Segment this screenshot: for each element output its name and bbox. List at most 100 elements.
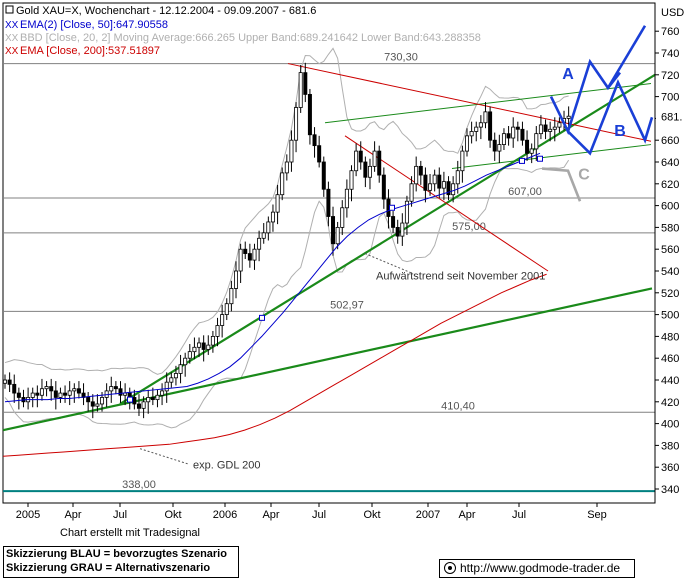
candle-body-65 xyxy=(303,72,308,95)
y-tick-label-420: 420 xyxy=(661,397,679,409)
y-tick-label-520: 520 xyxy=(661,288,679,300)
candle-body-117 xyxy=(543,124,548,132)
plot-area xyxy=(2,2,656,504)
ema-200-line xyxy=(2,273,547,457)
candle-body-29 xyxy=(136,403,141,409)
candle-body-76 xyxy=(354,150,359,172)
candle-body-35 xyxy=(164,381,169,392)
candle-body-115 xyxy=(534,133,539,150)
legend-mark-2: XX xyxy=(5,46,19,57)
chart-title: Gold XAU=X, Wochenchart - 12.12.2004 - 0… xyxy=(16,5,316,17)
candle-body-118 xyxy=(548,128,553,132)
candle-body-74 xyxy=(344,188,349,209)
candle-body-52 xyxy=(243,248,248,254)
source-url[interactable]: http://www.godmode-trader.de xyxy=(439,559,635,578)
candle-body-25 xyxy=(118,388,123,396)
y-tick-label-440: 440 xyxy=(661,375,679,387)
candle-body-113 xyxy=(525,139,530,154)
candle-body-46 xyxy=(215,325,220,337)
channel-lower xyxy=(451,144,652,170)
y-tick-label-660: 660 xyxy=(661,135,679,147)
candle-body-47 xyxy=(220,314,225,326)
channel-upper xyxy=(324,83,652,124)
candle-body-93 xyxy=(432,174,437,185)
candle-body-99 xyxy=(460,150,465,172)
candle-body-77 xyxy=(358,150,363,163)
y-tick-label-640: 640 xyxy=(661,157,679,169)
candle-body-79 xyxy=(367,165,372,178)
candle-body-37 xyxy=(173,373,178,379)
candle-body-64 xyxy=(298,72,303,108)
level-label-5: 338,00 xyxy=(122,479,156,491)
candle-body-58 xyxy=(270,211,275,223)
annotation-uptrend: Aufwärtstrend seit November 2001 xyxy=(376,271,545,283)
candle-body-36 xyxy=(169,377,174,383)
candle-body-3 xyxy=(16,392,21,398)
candle-body-119 xyxy=(552,126,557,130)
y-tick-label-360: 360 xyxy=(661,462,679,474)
candle-body-106 xyxy=(492,139,497,152)
candle-body-9 xyxy=(44,386,49,390)
candle-body-43 xyxy=(201,342,206,350)
annotation-leader-2 xyxy=(139,448,189,465)
candle-body-96 xyxy=(446,181,451,196)
ema-marker-2 xyxy=(519,157,525,164)
candle-body-49 xyxy=(229,288,234,305)
candle-body-54 xyxy=(252,248,257,261)
scenario-legend: Skizzierung BLAU = bevorzugtes Szenario … xyxy=(3,546,239,578)
candle-body-108 xyxy=(501,133,506,145)
x-axis: 2005 Apr Jul Okt 2006 Apr Jul Okt 2007 Apr Jul Sep xyxy=(16,503,607,521)
logo-icon xyxy=(444,562,456,574)
candle-body-122 xyxy=(566,115,571,119)
x-tick-label-2: Jul xyxy=(113,509,127,521)
candle-body-110 xyxy=(511,126,516,139)
ema-50-line xyxy=(4,152,541,403)
candle-body-18 xyxy=(86,397,91,403)
y-tick-label-760: 760 xyxy=(661,26,679,38)
candle-body-87 xyxy=(404,200,409,224)
level-label-2: 575,00 xyxy=(452,221,486,233)
candle-body-103 xyxy=(478,122,483,128)
y-tick-label-540: 540 xyxy=(661,266,679,278)
x-tick-label-4: 2006 xyxy=(213,509,237,521)
candle-body-109 xyxy=(506,133,511,139)
candle-body-62 xyxy=(289,139,294,163)
candle-body-72 xyxy=(335,226,340,245)
candle-body-98 xyxy=(455,170,460,185)
title-icon xyxy=(5,5,14,14)
candle-body-90 xyxy=(418,165,423,176)
candle-body-12 xyxy=(58,392,63,398)
candle-body-57 xyxy=(266,221,271,234)
weekly-candles xyxy=(3,62,571,419)
candle-body-19 xyxy=(90,401,95,407)
candle-body-88 xyxy=(409,183,414,202)
candle-body-14 xyxy=(67,390,72,396)
candle-body-102 xyxy=(474,126,479,132)
candle-body-2 xyxy=(12,383,17,394)
currency-label: USD xyxy=(661,7,684,19)
last-price-label: 681. xyxy=(661,112,682,124)
legend-text-1: BBD [Close, 20, 2] Moving Average:666.26… xyxy=(20,32,481,44)
ema-lines xyxy=(2,152,547,457)
candle-body-107 xyxy=(497,144,502,152)
candle-body-34 xyxy=(160,390,165,396)
candle-body-112 xyxy=(520,128,525,141)
candle-body-40 xyxy=(187,351,192,359)
candle-body-42 xyxy=(197,342,202,348)
scenario-grey-path xyxy=(541,167,582,202)
ema-marker-1 xyxy=(389,204,395,211)
ema-marker-4 xyxy=(127,396,133,403)
level-label-0: 730,30 xyxy=(384,52,418,64)
candle-body-86 xyxy=(400,222,405,237)
y-tick-label-500: 500 xyxy=(661,310,679,322)
y-tick-label-720: 720 xyxy=(661,70,679,82)
candle-body-61 xyxy=(284,161,289,174)
candle-body-89 xyxy=(414,165,419,185)
scenario-label-a: A xyxy=(562,66,574,83)
candle-body-120 xyxy=(557,122,562,128)
candle-body-66 xyxy=(307,94,312,136)
candle-body-28 xyxy=(132,397,137,405)
x-tick-label-6: Jul xyxy=(312,509,326,521)
long-term-uptrend xyxy=(2,287,653,432)
candle-body-97 xyxy=(451,183,456,196)
